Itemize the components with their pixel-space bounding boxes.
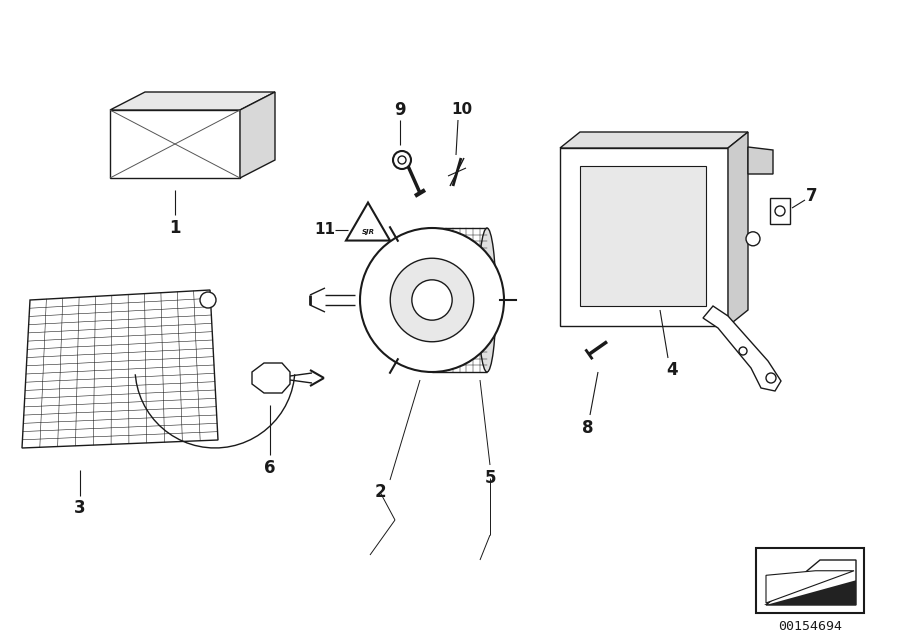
Polygon shape [748, 147, 773, 174]
Text: 9: 9 [394, 101, 406, 119]
Text: 8: 8 [582, 419, 594, 437]
Text: 1: 1 [169, 219, 181, 237]
Text: 7: 7 [806, 187, 818, 205]
Text: 11: 11 [314, 223, 336, 237]
Polygon shape [346, 202, 390, 240]
Polygon shape [703, 306, 781, 391]
Text: 00154694: 00154694 [778, 619, 842, 632]
Polygon shape [560, 132, 748, 148]
Bar [756, 548, 864, 613]
Circle shape [398, 156, 406, 164]
Text: 10: 10 [452, 102, 472, 118]
Circle shape [360, 228, 504, 372]
Polygon shape [110, 92, 275, 110]
Circle shape [766, 373, 776, 383]
Bar [770, 198, 790, 224]
Polygon shape [766, 570, 854, 603]
Bar [560, 148, 728, 326]
Polygon shape [728, 132, 748, 326]
Text: 5: 5 [484, 469, 496, 487]
Circle shape [412, 280, 452, 320]
Circle shape [739, 347, 747, 355]
Text: 4: 4 [666, 361, 678, 379]
Polygon shape [766, 580, 856, 605]
Circle shape [393, 151, 411, 169]
Text: 6: 6 [265, 459, 275, 477]
Text: 3: 3 [74, 499, 86, 517]
Bar [580, 166, 706, 306]
Polygon shape [240, 92, 275, 178]
Circle shape [775, 206, 785, 216]
Text: SJR: SJR [362, 229, 374, 235]
Polygon shape [252, 363, 290, 393]
Text: 2: 2 [374, 483, 386, 501]
Polygon shape [22, 290, 218, 448]
Circle shape [391, 258, 473, 342]
Circle shape [746, 232, 760, 245]
Polygon shape [764, 576, 856, 605]
Ellipse shape [478, 228, 496, 372]
Polygon shape [110, 110, 240, 178]
Polygon shape [766, 560, 856, 605]
Circle shape [200, 292, 216, 308]
